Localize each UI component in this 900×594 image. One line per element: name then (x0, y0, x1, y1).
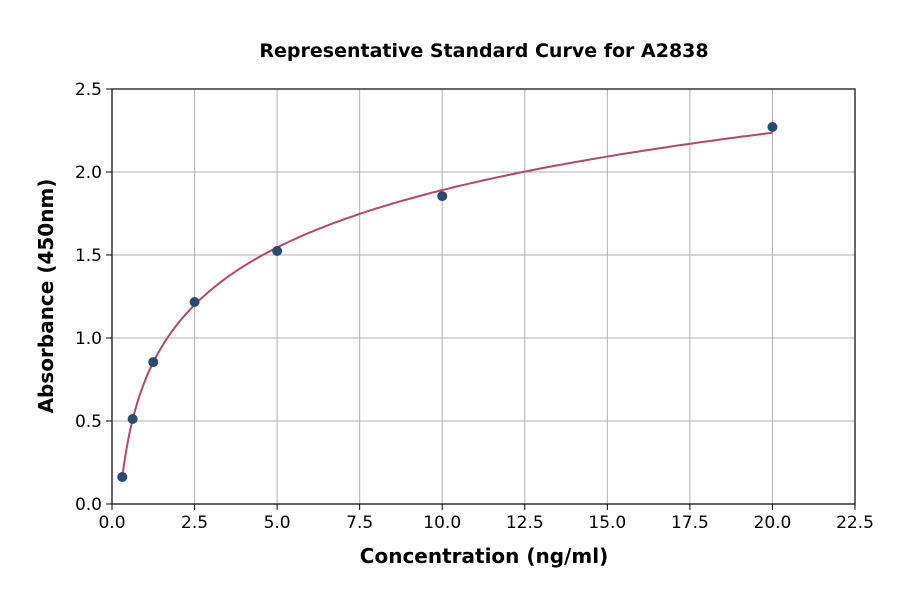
x-tick-label: 5.0 (264, 513, 291, 533)
x-tick-label: 17.5 (671, 513, 709, 533)
x-axis-label: Concentration (ng/ml) (360, 544, 608, 568)
x-axis-ticks: 0.0 2.5 5.0 7.5 10.0 12.5 15.0 17.5 20.0 22.5 (98, 504, 874, 533)
fit-curve (121, 131, 773, 478)
y-tick-label: 1.5 (75, 246, 102, 266)
y-tick-label: 0.0 (75, 495, 102, 515)
x-tick-label: 10.0 (423, 513, 461, 533)
data-points (117, 122, 778, 482)
x-tick-label: 2.5 (181, 513, 208, 533)
y-tick-label: 1.0 (75, 329, 102, 349)
y-axis-label: Absorbance (450nm) (34, 179, 58, 414)
x-tick-label: 22.5 (836, 513, 874, 533)
data-point (437, 191, 448, 202)
data-point (117, 471, 128, 482)
x-tick-label: 20.0 (754, 513, 792, 533)
data-point (189, 296, 200, 307)
grid (111, 88, 856, 505)
x-tick-label: 12.5 (506, 513, 544, 533)
data-point (767, 122, 778, 133)
data-point (127, 414, 138, 425)
x-tick-label: 7.5 (346, 513, 373, 533)
x-tick-label: 15.0 (588, 513, 626, 533)
y-tick-label: 0.5 (75, 412, 102, 432)
plot-frame (111, 88, 856, 505)
x-tick-label: 0.0 (98, 513, 125, 533)
data-point (148, 357, 159, 368)
y-axis-ticks: 0.0 0.5 1.0 1.5 2.0 2.5 (75, 80, 112, 515)
y-tick-label: 2.5 (75, 80, 102, 100)
chart-title: Representative Standard Curve for A2838 (259, 40, 708, 62)
y-tick-label: 2.0 (75, 163, 102, 183)
data-point (272, 246, 283, 257)
